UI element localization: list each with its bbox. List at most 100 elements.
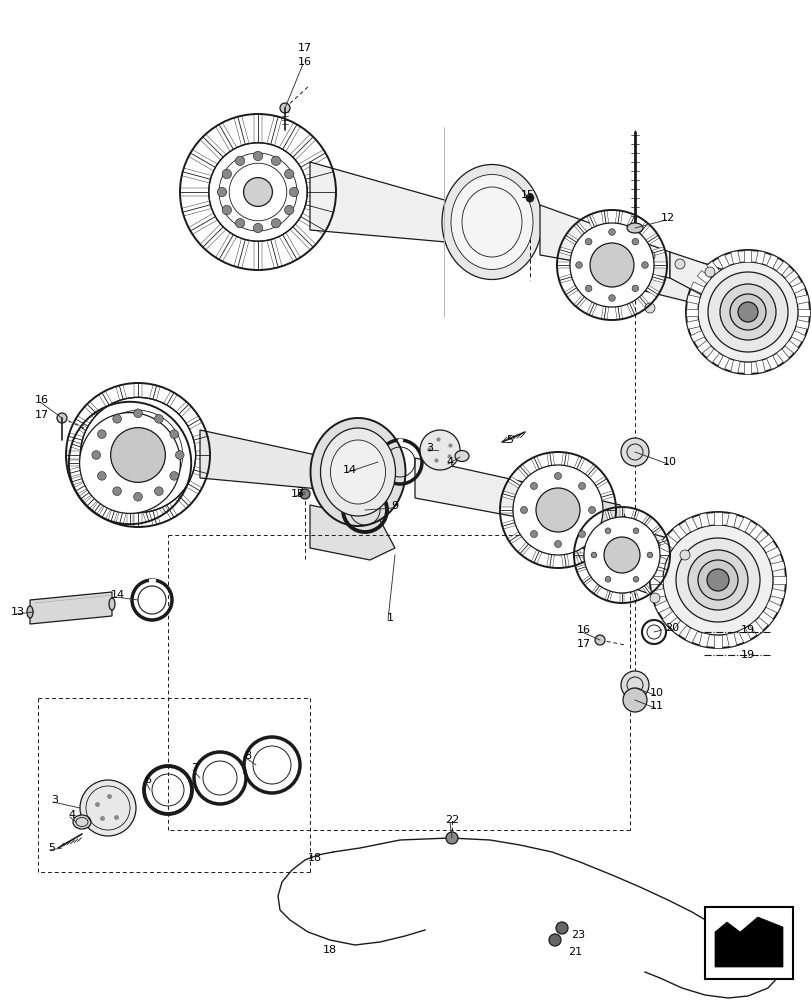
Polygon shape — [116, 510, 127, 525]
Ellipse shape — [441, 164, 541, 279]
Ellipse shape — [109, 598, 115, 610]
Circle shape — [222, 205, 231, 215]
Circle shape — [578, 531, 585, 538]
Bar — [704, 907, 792, 979]
Polygon shape — [791, 282, 805, 293]
Text: 14: 14 — [342, 465, 357, 475]
Ellipse shape — [320, 428, 395, 516]
Circle shape — [575, 262, 581, 268]
Polygon shape — [67, 466, 84, 477]
Circle shape — [604, 576, 610, 582]
Polygon shape — [717, 356, 728, 369]
Text: 19: 19 — [740, 650, 754, 660]
Polygon shape — [690, 282, 704, 293]
Polygon shape — [74, 416, 90, 429]
Circle shape — [526, 194, 534, 202]
Text: 19: 19 — [740, 625, 754, 635]
Circle shape — [97, 472, 106, 480]
Circle shape — [578, 482, 585, 489]
Polygon shape — [766, 255, 777, 268]
Polygon shape — [169, 425, 181, 436]
Polygon shape — [501, 491, 515, 500]
Polygon shape — [697, 271, 710, 284]
Text: 15: 15 — [290, 489, 305, 499]
Polygon shape — [108, 510, 118, 522]
Polygon shape — [573, 222, 586, 235]
Polygon shape — [714, 512, 721, 525]
Polygon shape — [290, 224, 315, 250]
Polygon shape — [290, 134, 315, 160]
Circle shape — [631, 285, 637, 292]
Polygon shape — [737, 517, 750, 532]
Ellipse shape — [73, 815, 91, 829]
Polygon shape — [626, 214, 637, 228]
Circle shape — [175, 451, 184, 459]
Circle shape — [113, 415, 122, 423]
Circle shape — [685, 250, 809, 374]
Polygon shape — [558, 247, 572, 256]
Polygon shape — [726, 633, 736, 647]
Polygon shape — [784, 340, 798, 353]
Circle shape — [604, 528, 610, 534]
Polygon shape — [657, 538, 667, 546]
Polygon shape — [200, 134, 225, 160]
Circle shape — [169, 430, 178, 438]
Circle shape — [520, 507, 527, 513]
Polygon shape — [234, 239, 249, 268]
Circle shape — [633, 528, 638, 534]
Polygon shape — [591, 235, 729, 312]
Circle shape — [706, 569, 728, 591]
Polygon shape — [177, 441, 189, 450]
Polygon shape — [755, 251, 764, 264]
Circle shape — [92, 451, 101, 459]
Text: 17: 17 — [577, 639, 590, 649]
Circle shape — [644, 251, 654, 261]
Polygon shape — [650, 247, 665, 256]
Polygon shape — [744, 362, 750, 374]
Polygon shape — [195, 451, 210, 459]
Text: 16: 16 — [298, 57, 311, 67]
Polygon shape — [186, 416, 202, 429]
Polygon shape — [30, 592, 112, 624]
Polygon shape — [650, 575, 662, 585]
Polygon shape — [573, 456, 584, 470]
Ellipse shape — [454, 450, 469, 462]
Circle shape — [80, 780, 135, 836]
Polygon shape — [304, 201, 334, 216]
Polygon shape — [737, 628, 750, 643]
Circle shape — [608, 229, 615, 235]
Text: 10: 10 — [663, 457, 676, 467]
Polygon shape — [726, 513, 736, 527]
Polygon shape — [108, 404, 118, 416]
Text: 14: 14 — [111, 590, 125, 600]
Polygon shape — [69, 460, 79, 466]
Polygon shape — [599, 491, 614, 500]
Polygon shape — [127, 513, 133, 524]
Text: 18: 18 — [307, 853, 322, 863]
Text: 20: 20 — [664, 623, 678, 633]
Polygon shape — [642, 584, 651, 595]
Polygon shape — [714, 917, 782, 967]
Polygon shape — [192, 466, 208, 477]
Polygon shape — [662, 611, 676, 625]
Polygon shape — [71, 476, 83, 485]
Polygon shape — [200, 430, 329, 490]
Circle shape — [80, 397, 195, 513]
Circle shape — [253, 223, 262, 233]
Circle shape — [620, 583, 629, 593]
Polygon shape — [749, 524, 762, 539]
Polygon shape — [698, 633, 709, 647]
Polygon shape — [615, 306, 622, 320]
Text: 6: 6 — [144, 775, 152, 785]
Circle shape — [134, 409, 142, 418]
Circle shape — [603, 537, 639, 573]
Polygon shape — [765, 547, 780, 560]
Circle shape — [530, 482, 537, 489]
Polygon shape — [654, 547, 669, 560]
Polygon shape — [659, 553, 669, 557]
Polygon shape — [500, 507, 513, 513]
Circle shape — [513, 465, 603, 555]
Circle shape — [585, 285, 591, 292]
Polygon shape — [556, 262, 569, 268]
Circle shape — [729, 294, 765, 330]
